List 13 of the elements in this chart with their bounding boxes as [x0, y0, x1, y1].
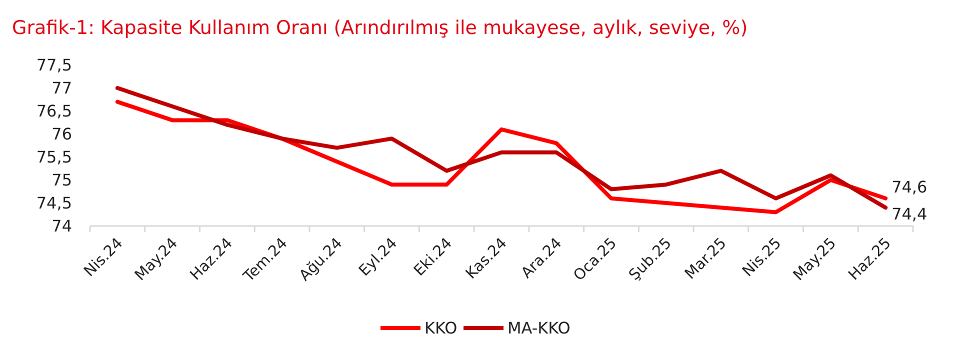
data-label: 74,4 [892, 204, 928, 224]
y-tick-label: 75 [52, 170, 72, 190]
y-tick-label: 76,5 [36, 102, 72, 121]
legend-label: KKO [424, 318, 458, 338]
legend-label: MA-KKO [508, 318, 570, 338]
y-tick-label: 74,5 [36, 194, 72, 213]
y-tick-label: 77,5 [36, 56, 72, 75]
y-tick-label: 76 [52, 124, 72, 144]
data-label: 74,6 [892, 177, 928, 196]
y-tick-label: 74 [52, 216, 72, 236]
y-tick-label: 77 [52, 78, 72, 98]
y-tick-label: 75,5 [36, 148, 72, 167]
chart-title: Grafik-1: Kapasite Kullanım Oranı (Arındırılmış ile mukayese, aylık, seviye, %) [12, 17, 748, 39]
